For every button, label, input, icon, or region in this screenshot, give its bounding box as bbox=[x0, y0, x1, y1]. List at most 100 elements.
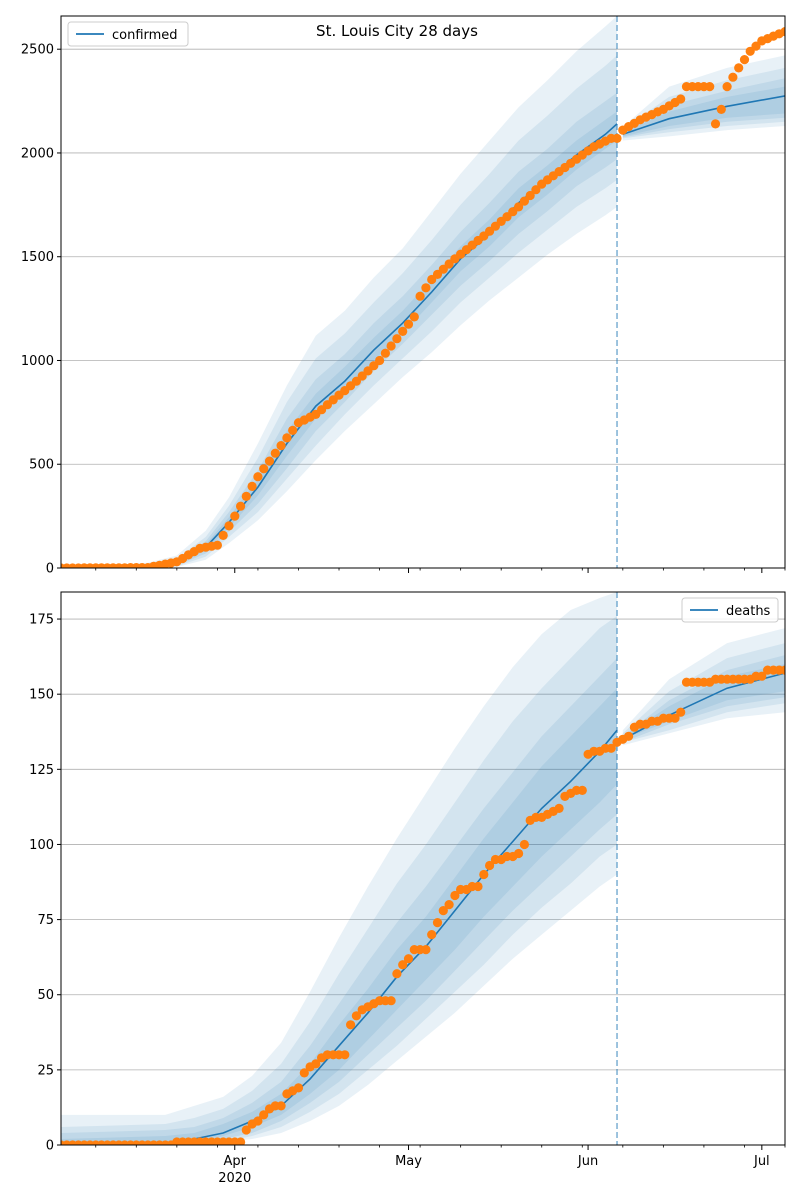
observed-point bbox=[403, 319, 414, 329]
observed-point bbox=[299, 1068, 309, 1078]
observed-point bbox=[398, 960, 408, 970]
observed-point bbox=[427, 930, 437, 940]
observed-point bbox=[514, 848, 524, 859]
observed-point bbox=[380, 348, 390, 358]
y-tick-label: 1000 bbox=[21, 354, 54, 369]
observed-point bbox=[212, 540, 222, 550]
y-tick-label: 500 bbox=[29, 458, 54, 473]
observed-point bbox=[375, 355, 385, 366]
observed-point bbox=[270, 448, 280, 458]
axes-frame bbox=[60, 591, 786, 1146]
x-tick-label: May bbox=[395, 1154, 422, 1169]
model-line bbox=[61, 729, 618, 1145]
observed-point bbox=[739, 55, 750, 65]
observed-point bbox=[757, 671, 767, 681]
observed-point bbox=[514, 202, 524, 212]
uncertainty-band bbox=[61, 16, 617, 568]
uncertainty-band bbox=[61, 55, 617, 568]
observed-point bbox=[722, 82, 732, 92]
observed-point bbox=[577, 785, 587, 796]
observed-point bbox=[351, 1011, 361, 1021]
y-tick-label: 175 bbox=[29, 613, 54, 628]
x-tick-label: Jun bbox=[577, 1154, 598, 1169]
observed-point bbox=[236, 1137, 246, 1145]
x-tick-label: Jul bbox=[753, 1154, 770, 1169]
observed-point bbox=[554, 803, 564, 814]
observed-point bbox=[705, 82, 715, 92]
observed-point bbox=[264, 456, 275, 466]
observed-point bbox=[282, 433, 292, 443]
plot-area bbox=[61, 592, 785, 1145]
observed-point bbox=[386, 341, 396, 351]
observed-point bbox=[624, 731, 634, 741]
x-year-label: 2020 bbox=[218, 1171, 251, 1186]
observed-point bbox=[676, 707, 686, 717]
legend bbox=[67, 21, 189, 47]
uncertainty-band bbox=[61, 111, 617, 568]
observed-point bbox=[253, 1116, 263, 1126]
legend-label: deaths bbox=[726, 604, 771, 619]
observed-point bbox=[276, 441, 286, 451]
deaths-panel: 0 25 50 75 100 125 150 175 Apr May Jun Jul 2020 death… bbox=[29, 591, 786, 1186]
observed-point bbox=[525, 190, 535, 201]
observed-point bbox=[409, 312, 419, 322]
observed-point bbox=[716, 104, 726, 114]
model-line bbox=[622, 95, 785, 136]
observed-point bbox=[346, 1020, 356, 1030]
uncertainty-band bbox=[622, 55, 785, 141]
observed-point bbox=[531, 185, 541, 195]
observed-point bbox=[421, 945, 431, 955]
observed-point bbox=[293, 1083, 304, 1093]
observed-point bbox=[421, 283, 431, 293]
y-tick-label: 0 bbox=[46, 562, 54, 577]
y-tick-label: 100 bbox=[29, 838, 54, 853]
uncertainty-band bbox=[622, 78, 785, 138]
figure-title: St. Louis City 28 days bbox=[316, 22, 478, 40]
observed-point bbox=[259, 1110, 269, 1120]
observed-point bbox=[479, 869, 489, 880]
observed-point bbox=[230, 511, 240, 521]
observed-point bbox=[432, 918, 443, 928]
observed-point bbox=[241, 491, 251, 501]
observed-point bbox=[728, 72, 738, 82]
y-tick-label: 25 bbox=[37, 1063, 54, 1078]
observed-point bbox=[253, 472, 263, 482]
observed-point bbox=[780, 665, 785, 675]
observed-point bbox=[340, 1050, 350, 1060]
uncertainty-band bbox=[61, 658, 617, 1145]
observed-point bbox=[670, 713, 680, 723]
plot-area bbox=[61, 16, 785, 568]
observed-point bbox=[780, 27, 785, 37]
confirmed-panel: 0 500 1000 1500 2000 2500 confirmed bbox=[21, 15, 786, 577]
observed-point bbox=[247, 481, 257, 491]
observed-point bbox=[241, 1125, 251, 1135]
observed-point bbox=[676, 94, 686, 104]
observed-point bbox=[276, 1101, 286, 1111]
uncertainty-band bbox=[61, 616, 617, 1145]
y-tick-label: 2500 bbox=[21, 43, 54, 58]
x-tick-label: Apr bbox=[224, 1154, 247, 1169]
y-tick-label: 125 bbox=[29, 763, 54, 778]
observed-point bbox=[519, 196, 530, 206]
observed-point bbox=[438, 906, 448, 916]
observed-point bbox=[218, 530, 228, 541]
observed-point bbox=[236, 501, 246, 511]
observed-point bbox=[415, 291, 425, 301]
observed-point bbox=[386, 996, 396, 1006]
uncertainty-band bbox=[61, 92, 617, 568]
observed-point bbox=[224, 521, 234, 531]
y-tick-label: 50 bbox=[37, 988, 54, 1003]
uncertainty-band bbox=[61, 592, 617, 1145]
observed-point bbox=[473, 881, 483, 892]
y-tick-label: 0 bbox=[46, 1139, 54, 1154]
observed-point bbox=[519, 839, 530, 850]
y-tick-label: 75 bbox=[37, 913, 54, 928]
observed-point bbox=[444, 900, 454, 910]
y-tick-label: 1500 bbox=[21, 250, 54, 265]
legend bbox=[681, 597, 779, 623]
observed-point bbox=[403, 954, 414, 964]
observed-point bbox=[734, 63, 744, 73]
observed-point bbox=[311, 1059, 321, 1069]
observed-point bbox=[392, 334, 402, 344]
